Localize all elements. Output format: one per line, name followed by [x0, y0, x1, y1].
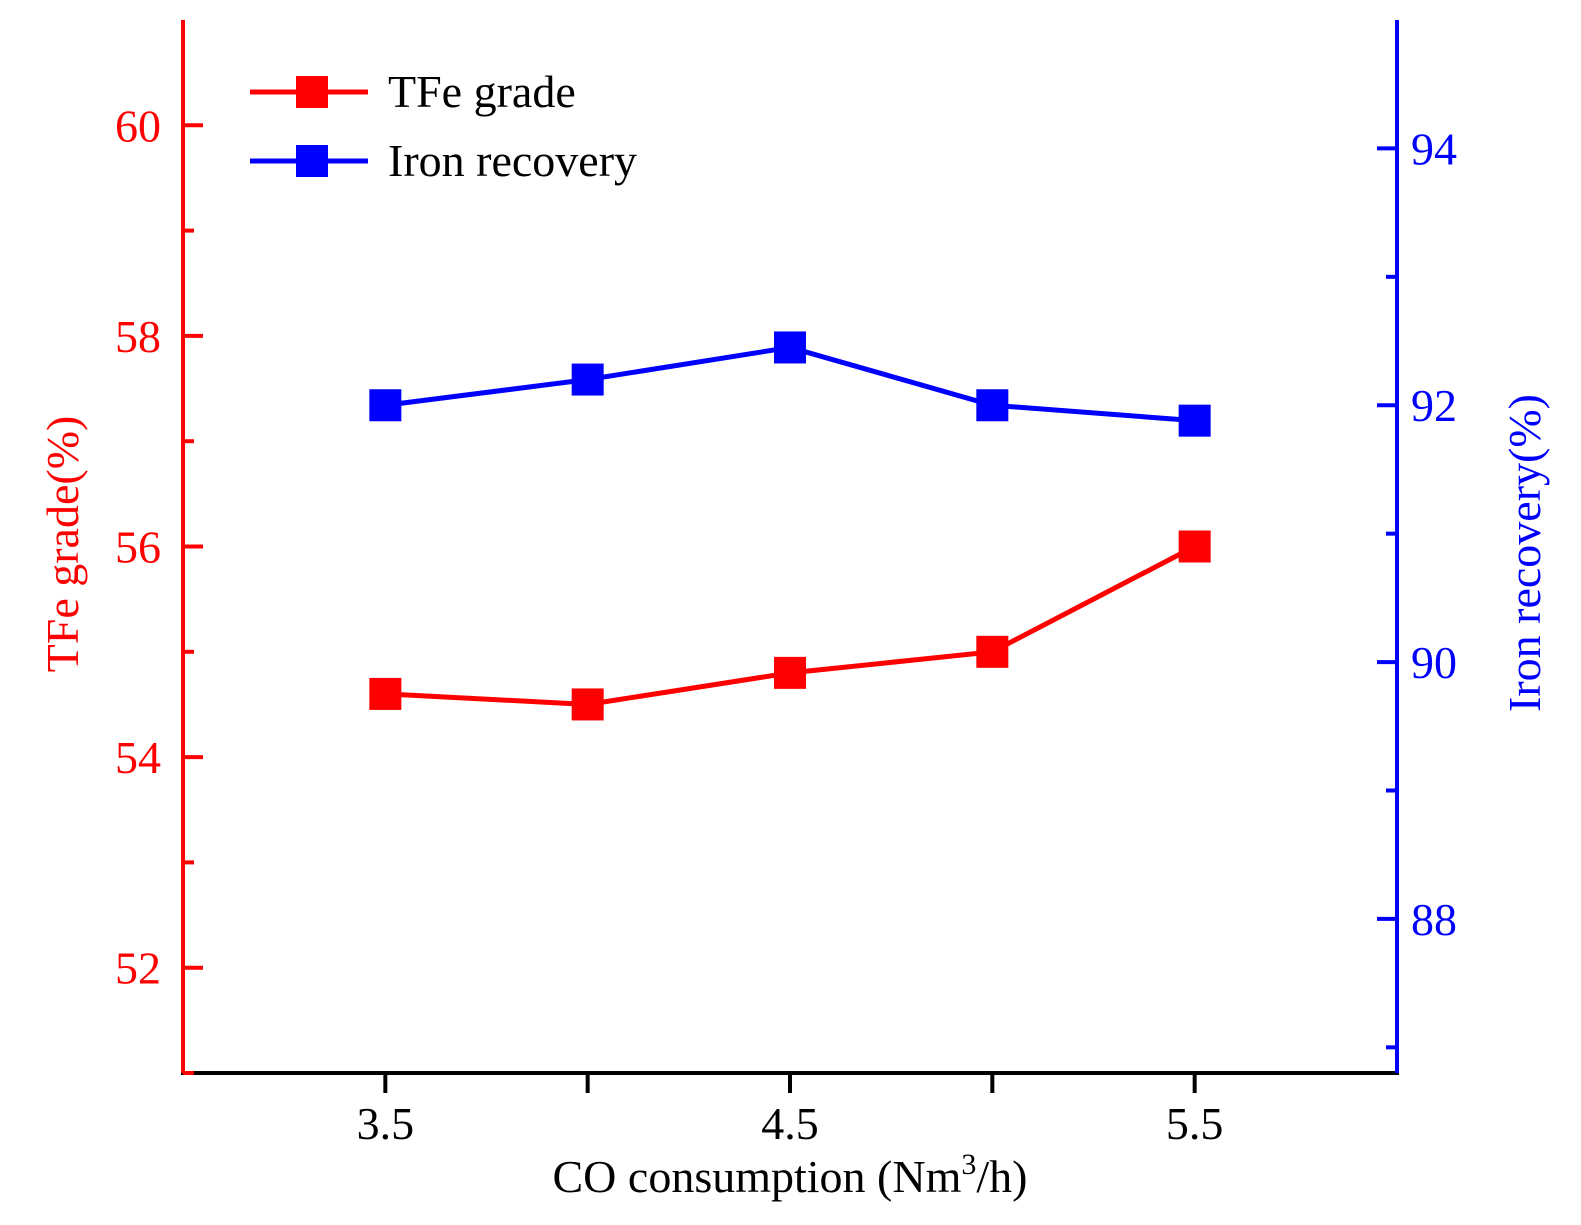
y-left-tick-label: 54: [115, 732, 161, 783]
y-right-tick-label: 88: [1411, 894, 1457, 945]
y-axis-right-title: Iron recovery(%): [1499, 394, 1550, 712]
data-point: [369, 389, 402, 422]
y-right-tick-label: 90: [1411, 637, 1457, 688]
data-point: [976, 389, 1009, 422]
y-left-tick-label: 52: [115, 943, 161, 994]
y-axis-left: 52 54 56 58 60: [115, 20, 203, 1075]
y-right-tick-label: 92: [1411, 380, 1457, 431]
legend-label-tfe-grade: TFe grade: [388, 66, 576, 117]
data-point: [774, 656, 806, 689]
legend-marker-tfe-grade: [296, 76, 328, 108]
y-axis-right: 88 90 92 94: [1377, 20, 1457, 1073]
data-point: [571, 363, 604, 396]
legend-label-iron-recovery: Iron recovery: [388, 135, 637, 186]
legend-item-tfe-grade: TFe grade: [250, 66, 576, 117]
x-tick-label: 3.5: [357, 1098, 415, 1149]
y-left-tick-label: 56: [115, 522, 161, 573]
legend: TFe grade Iron recovery: [250, 66, 637, 186]
x-tick-label: 4.5: [761, 1098, 819, 1149]
x-tick-label: 5.5: [1166, 1098, 1224, 1149]
y-left-tick-label: 58: [115, 311, 161, 362]
data-point: [774, 331, 806, 364]
series-layer: [369, 331, 1211, 721]
legend-item-iron-recovery: Iron recovery: [250, 135, 637, 186]
data-point: [1178, 404, 1211, 437]
y-left-tick-label: 60: [115, 100, 161, 151]
legend-marker-iron-recovery: [296, 145, 328, 177]
data-point: [571, 688, 604, 721]
data-point: [1178, 530, 1211, 563]
x-axis: 3.5 4.5 5.5: [181, 1071, 1399, 1149]
y-right-tick-label: 94: [1411, 123, 1457, 174]
x-axis-title: CO consumption (Nm3/h): [553, 1148, 1028, 1202]
data-point: [976, 635, 1009, 668]
data-point: [369, 677, 402, 710]
y-axis-left-title: TFe grade(%): [37, 416, 88, 673]
